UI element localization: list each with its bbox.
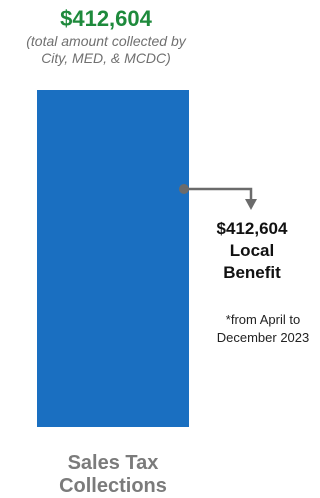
local-benefit-value: $412,604 <box>216 219 288 238</box>
local-benefit-line-3: Benefit <box>223 263 281 282</box>
total-note-line-1: (total amount collected by <box>26 33 186 49</box>
footnote-line-1: *from April to <box>225 312 301 327</box>
connector-arrowhead <box>245 199 257 210</box>
category-label-line-2: Collections <box>59 475 167 497</box>
local-benefit-label: $412,604 Local Benefit <box>202 218 302 284</box>
sales-tax-bar <box>37 90 189 427</box>
date-range-footnote: *from April to December 2023 <box>200 311 320 347</box>
connector-line <box>184 187 253 200</box>
footnote-line-2: December 2023 <box>216 330 310 345</box>
total-amount-value: $412,604 <box>60 6 152 31</box>
total-amount-note: (total amount collected by City, MED, & … <box>0 33 212 67</box>
category-label: Sales Tax Collections <box>37 452 189 498</box>
total-note-line-2: City, MED, & MCDC) <box>41 50 171 66</box>
category-label-line-1: Sales Tax <box>67 452 159 474</box>
local-benefit-line-2: Local <box>229 241 275 260</box>
